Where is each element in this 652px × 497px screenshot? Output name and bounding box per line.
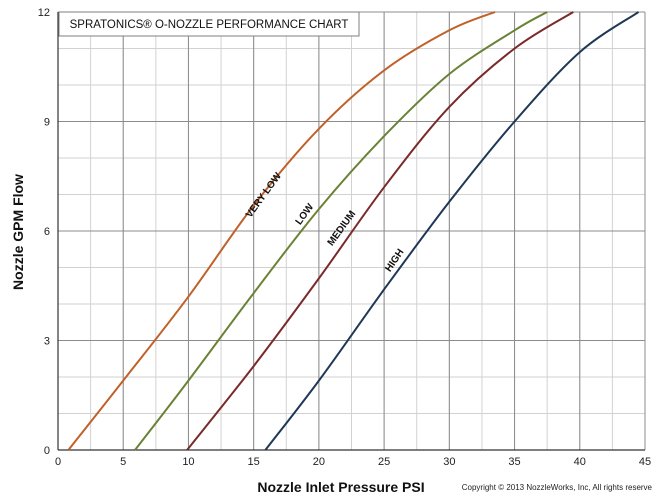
curve-label-very-low: VERY LOW	[244, 170, 284, 220]
y-tick-label: 12	[38, 7, 50, 19]
x-tick-labels: 0 5 10 15 20 25 30 35 40 45	[55, 456, 651, 468]
curve-medium	[186, 11, 574, 451]
y-tick-label: 6	[44, 226, 50, 238]
y-axis-title: Nozzle GPM Flow	[10, 174, 26, 290]
y-tick-label: 0	[44, 445, 50, 457]
chart-title: SPRATONICS® O-NOZZLE PERFORMANCE CHART	[70, 19, 349, 31]
x-axis-title: Nozzle Inlet Pressure PSI	[257, 479, 424, 495]
x-tick-label: 10	[182, 456, 194, 468]
x-tick-label: 20	[313, 456, 325, 468]
x-tick-label: 15	[248, 456, 260, 468]
curve-high	[264, 11, 640, 451]
x-tick-label: 25	[378, 456, 390, 468]
x-tick-label: 40	[574, 456, 586, 468]
flow-curves	[67, 11, 640, 451]
copyright-notice: Copyright © 2013 NozzleWorks, Inc, All r…	[462, 483, 652, 492]
y-tick-labels: 0 3 6 9 12	[38, 7, 50, 457]
curve-very-low	[67, 11, 496, 451]
x-tick-label: 45	[639, 456, 651, 468]
y-tick-label: 9	[44, 117, 50, 129]
x-tick-label: 5	[120, 456, 126, 468]
y-tick-label: 3	[44, 336, 50, 348]
x-tick-label: 30	[443, 456, 455, 468]
x-tick-label: 35	[508, 456, 520, 468]
x-tick-label: 0	[55, 456, 61, 468]
curve-label-low: LOW	[294, 201, 317, 227]
title-box: SPRATONICS® O-NOZZLE PERFORMANCE CHART	[58, 11, 360, 37]
curve-label-high: HIGH	[383, 247, 406, 274]
curve-low	[134, 11, 548, 451]
